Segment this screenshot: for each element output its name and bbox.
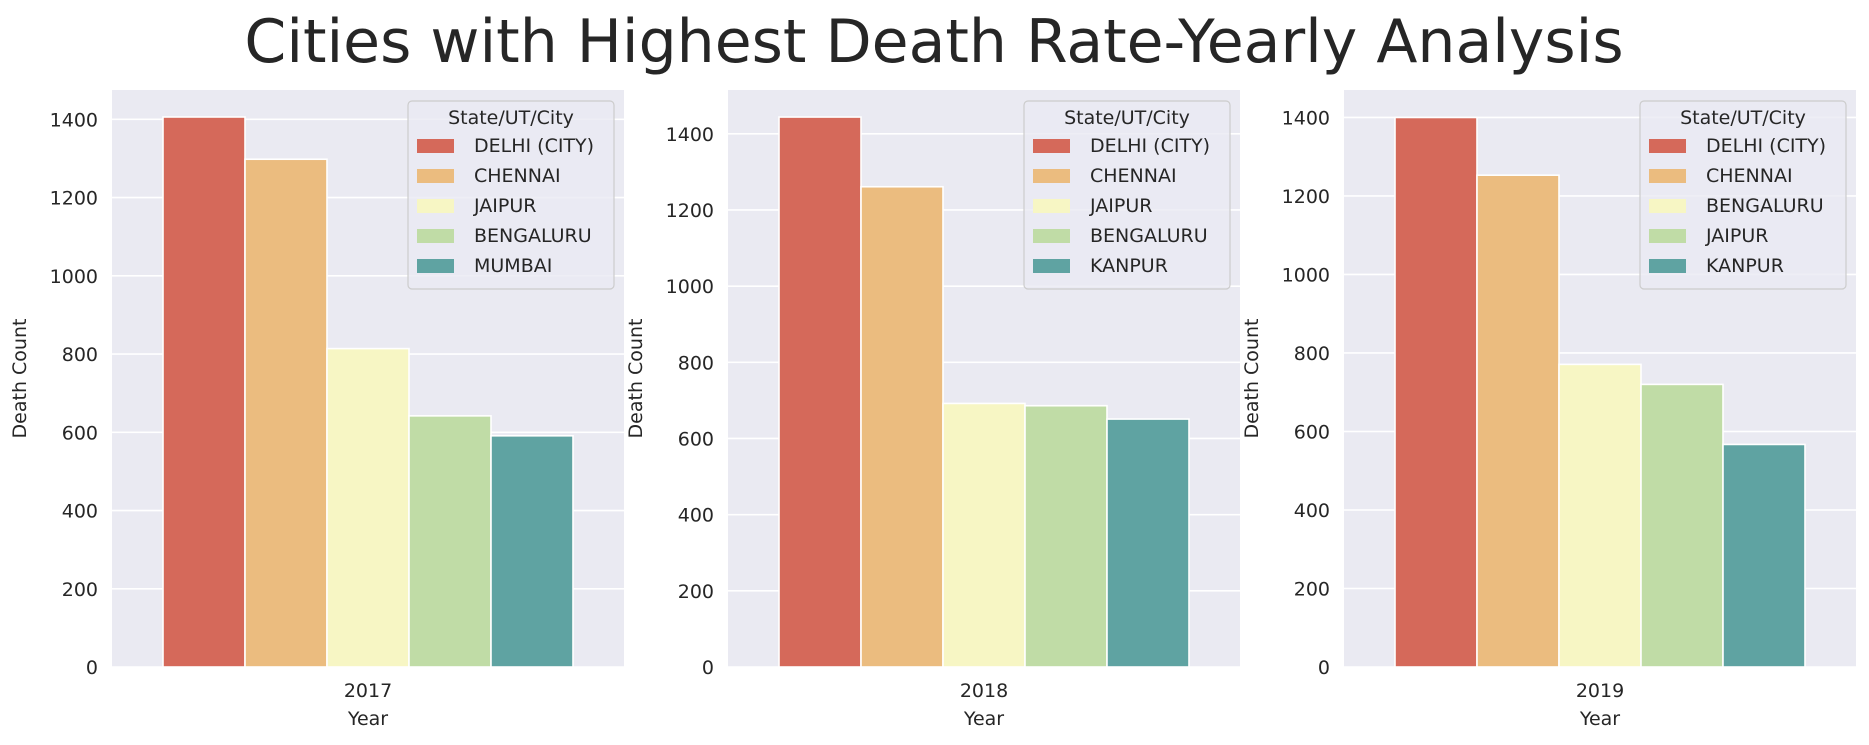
bar-jaipur	[326, 347, 410, 668]
y-tick-label: 400	[62, 501, 98, 523]
y-tick-label: 600	[1294, 421, 1330, 443]
legend-swatch	[1033, 199, 1070, 213]
legend-label: JAIPUR	[1089, 195, 1152, 217]
bar-chennai	[1476, 174, 1560, 668]
y-tick-label: 1200	[666, 200, 714, 222]
y-tick-label: 1400	[1282, 107, 1330, 129]
subplots: 0 200 400 600 800 1000 1200 1400 2017 Year Death C…	[9, 90, 1856, 730]
legend-label: CHENNAI	[1706, 165, 1793, 187]
y-axis-label: Death Count	[9, 319, 31, 439]
bar-jaipur	[1640, 383, 1724, 668]
chart-title: Cities with Highest Death Rate-Yearly An…	[244, 7, 1623, 77]
bar-bengaluru	[1024, 404, 1108, 668]
legend-label: KANPUR	[1090, 255, 1168, 277]
legend-label: BENGALURU	[474, 225, 592, 247]
legend-swatch	[1649, 229, 1686, 243]
legend-swatch	[417, 199, 454, 213]
legend-swatch	[1649, 139, 1686, 153]
x-axis-label: Year	[963, 708, 1004, 730]
legend-swatch	[417, 139, 454, 153]
bar-jaipur	[942, 402, 1026, 668]
y-tick-label: 0	[86, 657, 98, 679]
legend-box	[1023, 100, 1231, 290]
legend-label: MUMBAI	[474, 255, 552, 277]
subplot-2018: 0 200 400 600 800 1000 1200 1400 2018 Year Death C…	[625, 90, 1240, 730]
y-tick-label: 1000	[666, 276, 714, 298]
legend-label: DELHI (CITY)	[1090, 135, 1210, 157]
y-tick-label: 800	[62, 344, 98, 366]
legend-swatch	[417, 259, 454, 273]
legend-swatch	[1649, 259, 1686, 273]
y-tick-label: 0	[702, 657, 714, 679]
bar-kanpur	[1722, 443, 1806, 668]
legend-box	[407, 100, 615, 290]
legend-label: JAIPUR	[1705, 225, 1768, 247]
legend-label: KANPUR	[1706, 255, 1784, 277]
y-tick-label: 1400	[666, 124, 714, 146]
legend-label: CHENNAI	[1090, 165, 1177, 187]
bar-chennai	[860, 185, 944, 668]
x-tick-label: 2019	[1576, 680, 1624, 702]
y-tick-label: 600	[62, 422, 98, 444]
y-axis-label: Death Count	[625, 319, 647, 439]
x-axis-label: Year	[1579, 708, 1620, 730]
legend-swatch	[1033, 229, 1070, 243]
y-tick-label: 1000	[50, 266, 98, 288]
y-tick-label: 200	[678, 581, 714, 603]
y-tick-label: 800	[1294, 343, 1330, 365]
legend-swatch	[417, 229, 454, 243]
bar-delhi-city	[778, 116, 862, 668]
legend-swatch	[1033, 259, 1070, 273]
y-tick-label: 600	[678, 428, 714, 450]
bar-chennai	[244, 158, 328, 668]
bar-bengaluru	[408, 415, 492, 668]
legend: State/UT/City DELHI (CITY) CHENNAI JAIPUR BE…	[407, 100, 615, 290]
legend-swatch	[1033, 169, 1070, 183]
bar-delhi-city	[162, 116, 246, 668]
legend-label: BENGALURU	[1090, 225, 1208, 247]
bar-mumbai	[490, 435, 574, 668]
y-tick-label: 400	[1294, 500, 1330, 522]
y-tick-label: 200	[1294, 578, 1330, 600]
legend-label: CHENNAI	[474, 165, 561, 187]
y-tick-label: 1000	[1282, 264, 1330, 286]
legend-swatch	[1033, 139, 1070, 153]
bar-bengaluru	[1558, 363, 1642, 668]
y-tick-label: 1200	[50, 188, 98, 210]
y-tick-label: 200	[62, 579, 98, 601]
legend-swatch	[417, 169, 454, 183]
x-tick-label: 2017	[344, 680, 392, 702]
legend-title: State/UT/City	[448, 107, 574, 129]
y-tick-label: 1200	[1282, 186, 1330, 208]
legend: State/UT/City DELHI (CITY) CHENNAI JAIPUR BE…	[1023, 100, 1231, 290]
subplot-2017: 0 200 400 600 800 1000 1200 1400 2017 Year Death C…	[9, 90, 624, 730]
legend-swatch	[1649, 199, 1686, 213]
x-axis-label: Year	[347, 708, 388, 730]
legend-label: DELHI (CITY)	[474, 135, 594, 157]
subplot-2019: 0 200 400 600 800 1000 1200 1400 2019 Year Death C…	[1241, 90, 1856, 730]
legend: State/UT/City DELHI (CITY) CHENNAI BENGALUR…	[1639, 100, 1847, 290]
bar-delhi-city	[1394, 116, 1478, 668]
legend-title: State/UT/City	[1064, 107, 1190, 129]
legend-title: State/UT/City	[1680, 107, 1806, 129]
y-axis-label: Death Count	[1241, 319, 1263, 439]
legend-swatch	[1649, 169, 1686, 183]
legend-box	[1639, 100, 1847, 290]
y-tick-label: 0	[1318, 657, 1330, 679]
x-tick-label: 2018	[960, 680, 1008, 702]
y-tick-label: 400	[678, 505, 714, 527]
y-tick-label: 1400	[50, 109, 98, 131]
y-tick-label: 800	[678, 352, 714, 374]
legend-label: DELHI (CITY)	[1706, 135, 1826, 157]
bar-kanpur	[1106, 418, 1190, 668]
legend-label: BENGALURU	[1706, 195, 1824, 217]
legend-label: JAIPUR	[473, 195, 536, 217]
